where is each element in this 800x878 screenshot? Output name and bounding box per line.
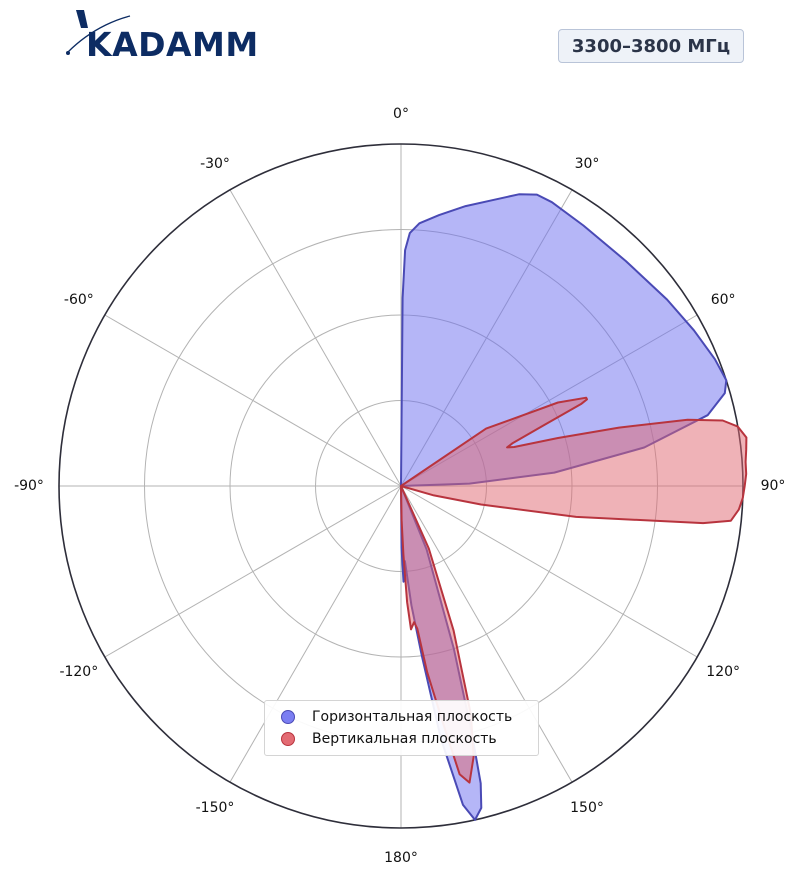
angular-tick-labels: 0° 30° 60° 90° 120° 150° 180° -150° -120° -90° -60…	[14, 106, 785, 866]
angle-label-300: -60°	[64, 292, 94, 308]
angle-label-270: -90°	[14, 478, 44, 494]
angle-label-180: 180°	[384, 850, 418, 866]
angle-label-120: 120°	[706, 664, 740, 680]
logo-swoosh-icon	[66, 10, 131, 55]
legend-label-horizontal: Горизонтальная плоскость	[312, 709, 513, 725]
angle-label-90: 90°	[761, 478, 786, 494]
kadamm-logo: KADAMM	[64, 6, 264, 62]
angle-label-0: 0°	[393, 106, 409, 122]
angle-label-150: 150°	[570, 800, 604, 816]
angle-label-210: -150°	[196, 800, 235, 816]
series-area-vertical	[400, 396, 748, 784]
angle-label-30: 30°	[575, 156, 600, 172]
logo-wordmark: KADAMM	[86, 25, 259, 64]
angle-label-60: 60°	[711, 292, 736, 308]
angle-label-240: -120°	[59, 664, 98, 680]
legend-item-horizontal: Горизонтальная плоскость	[281, 706, 528, 728]
legend-marker-vertical	[281, 732, 295, 746]
legend-label-vertical: Вертикальная плоскость	[312, 731, 497, 747]
chart-legend: Горизонтальная плоскость Вертикальная пл…	[264, 700, 539, 756]
angle-label-330: -30°	[200, 156, 230, 172]
legend-item-vertical: Вертикальная плоскость	[281, 728, 528, 750]
legend-marker-horizontal	[281, 710, 295, 724]
frequency-badge: 3300–3800 МГц	[558, 29, 744, 63]
